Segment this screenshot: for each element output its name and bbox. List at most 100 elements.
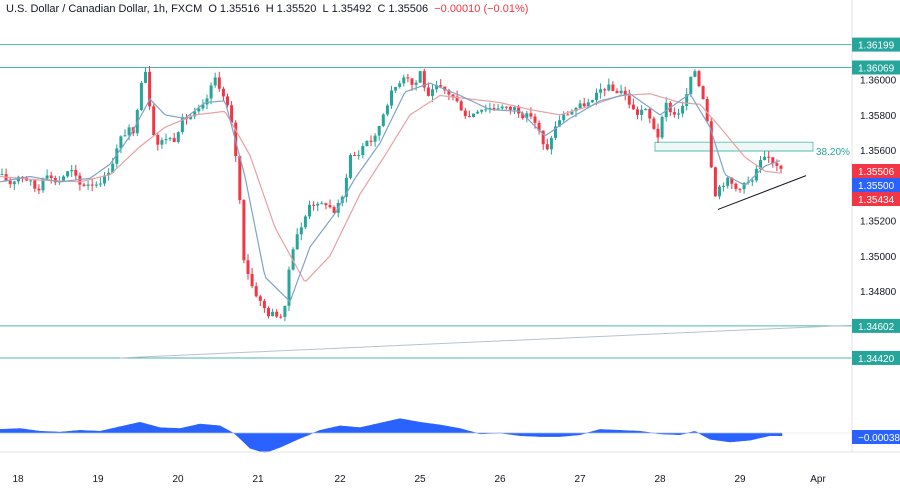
candle-body xyxy=(529,113,533,117)
candle xyxy=(361,143,365,159)
candle xyxy=(767,151,771,163)
candle xyxy=(636,106,639,120)
candle xyxy=(521,111,525,120)
candle xyxy=(480,109,484,114)
candle xyxy=(180,113,184,135)
high-value: 1.35520 xyxy=(276,3,317,15)
price-tag-1 xyxy=(852,178,900,192)
candle-body xyxy=(570,111,574,115)
candle-body xyxy=(607,84,611,91)
x-tick-label-6: 26 xyxy=(494,474,506,485)
candle-body xyxy=(250,273,254,287)
candle xyxy=(37,184,41,195)
candle-body xyxy=(90,184,94,186)
candle xyxy=(484,104,488,113)
candle-body xyxy=(107,172,111,176)
candle-body xyxy=(418,71,422,83)
candle-body xyxy=(308,204,311,217)
candle xyxy=(86,180,90,191)
candle-body xyxy=(193,111,197,117)
support-trendline xyxy=(717,175,807,210)
candle-body xyxy=(299,227,303,235)
candle-body xyxy=(221,88,225,97)
candle-body xyxy=(230,105,234,123)
candle xyxy=(435,80,439,93)
candle-body xyxy=(640,109,644,115)
candle xyxy=(718,184,721,200)
x-tick-label-2: 20 xyxy=(172,474,184,485)
candle xyxy=(299,222,303,241)
candle-body xyxy=(541,130,545,145)
candle-body xyxy=(431,89,434,96)
x-tick-label-0: 18 xyxy=(12,474,24,485)
candle xyxy=(631,98,635,110)
candle xyxy=(697,69,701,88)
candle xyxy=(640,105,644,121)
candle-body xyxy=(689,76,693,95)
candle xyxy=(94,181,98,188)
candle-body xyxy=(365,140,369,147)
candle xyxy=(734,182,738,192)
candle-body xyxy=(213,77,217,86)
candle-body xyxy=(677,113,680,115)
x-tick-label-7: 27 xyxy=(574,474,586,485)
candle xyxy=(369,135,373,147)
fib-label: 38.20% xyxy=(816,147,850,158)
candle xyxy=(377,125,381,141)
candle xyxy=(648,107,652,124)
candle-body xyxy=(258,296,262,301)
candle xyxy=(611,81,615,92)
candle xyxy=(33,179,37,193)
candle xyxy=(328,199,332,209)
candle-body xyxy=(197,108,201,112)
candle-body xyxy=(722,185,726,187)
candle xyxy=(12,180,16,190)
candle xyxy=(49,171,53,184)
candle xyxy=(246,254,250,280)
candle xyxy=(287,266,291,312)
candle-body xyxy=(644,109,648,111)
candle xyxy=(271,308,275,317)
candle xyxy=(414,80,418,91)
candle xyxy=(8,177,12,189)
candle-body xyxy=(718,186,721,197)
candle xyxy=(771,157,775,168)
candle xyxy=(90,178,94,192)
candle-body xyxy=(226,96,229,106)
candle xyxy=(689,76,693,97)
y-tick-label-5: 1.34800 xyxy=(860,287,897,298)
candle-body xyxy=(615,90,619,94)
candle-body xyxy=(660,116,664,138)
candle xyxy=(303,215,307,230)
price-tag-0 xyxy=(852,164,900,178)
candle xyxy=(467,110,471,118)
candle xyxy=(513,106,516,115)
candle xyxy=(217,71,221,92)
candle xyxy=(279,313,283,319)
candle-body xyxy=(414,82,418,85)
candle-body xyxy=(144,71,147,83)
candle-body xyxy=(283,305,287,317)
candle xyxy=(193,107,197,120)
candle-body xyxy=(439,85,443,87)
candle xyxy=(443,86,447,94)
candle xyxy=(398,80,402,89)
candle-body xyxy=(488,108,492,110)
candle xyxy=(418,70,422,83)
candle xyxy=(357,150,361,160)
candle-body xyxy=(385,105,389,115)
candle-body xyxy=(332,207,336,213)
candle-body xyxy=(238,156,242,201)
candle-body xyxy=(164,139,168,141)
x-tick-label-1: 19 xyxy=(92,474,104,485)
candle xyxy=(320,201,324,205)
candle-body xyxy=(656,128,660,138)
candle-body xyxy=(590,100,594,103)
candle xyxy=(693,69,697,78)
candle xyxy=(677,108,680,119)
candle xyxy=(82,182,86,187)
candle xyxy=(139,80,143,112)
candle-body xyxy=(582,103,586,107)
candle-body xyxy=(70,169,74,172)
